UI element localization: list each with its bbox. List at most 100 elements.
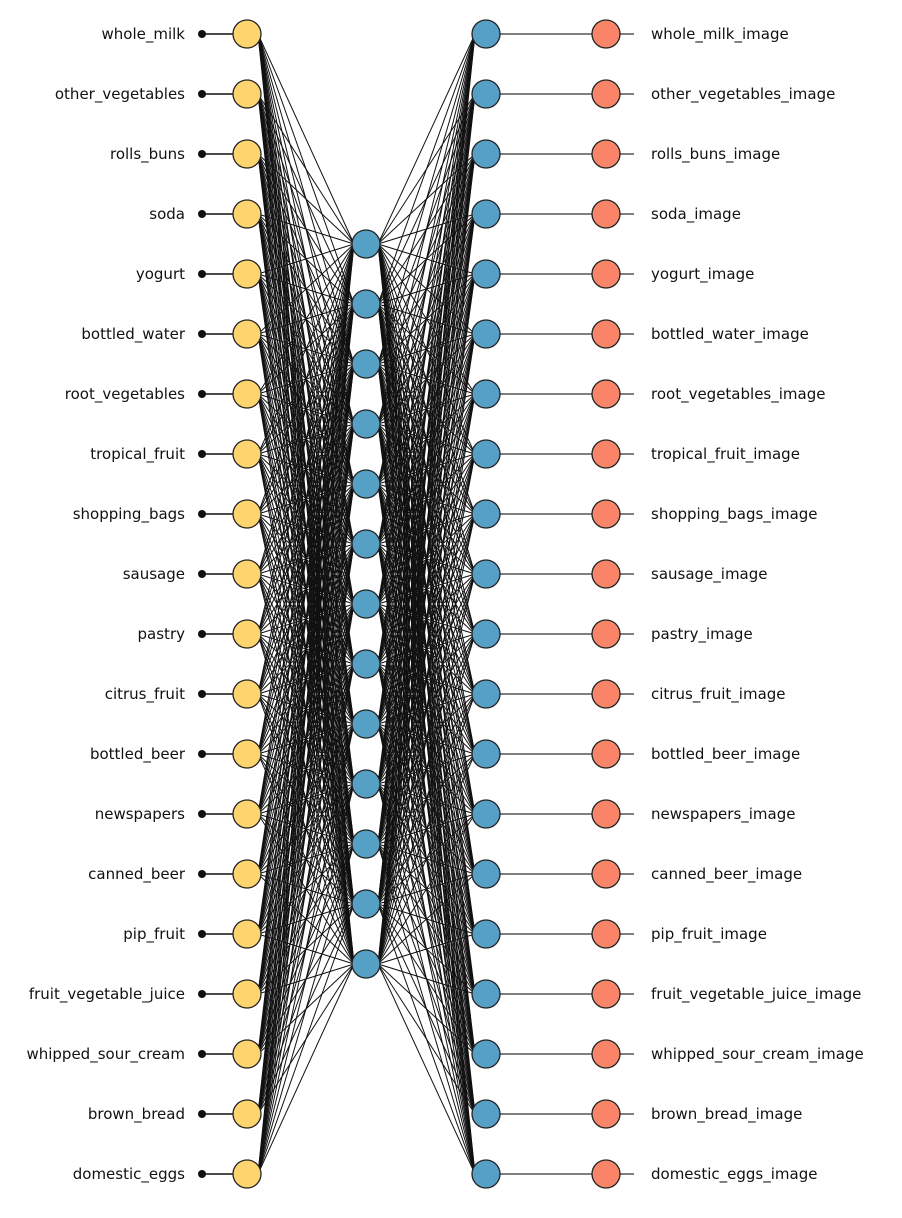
edge-input-hidden xyxy=(257,543,355,1175)
edge-hidden-output xyxy=(377,963,476,1115)
edge-input-hidden xyxy=(257,363,355,1175)
edge-hidden-output xyxy=(377,33,476,425)
input-node xyxy=(232,859,262,889)
edge-input-hidden xyxy=(257,903,355,1175)
input-node xyxy=(232,559,262,589)
edge-hidden-output xyxy=(377,33,476,965)
edge-hidden-output xyxy=(377,33,476,605)
input-node xyxy=(232,1159,262,1189)
output-label: pastry_image xyxy=(651,625,753,643)
input-label: bottled_beer xyxy=(89,745,185,763)
input-pin-dot xyxy=(198,570,206,578)
input-pin-dot xyxy=(198,750,206,758)
input-label: yogurt xyxy=(135,265,185,283)
input-label: whipped_sour_cream xyxy=(26,1045,185,1063)
hidden-node xyxy=(351,709,381,739)
output-label: yogurt_image xyxy=(651,265,755,283)
edge-hidden-output xyxy=(377,33,476,245)
hidden-node xyxy=(351,649,381,679)
edge-input-hidden xyxy=(257,243,355,515)
edge-hidden-output xyxy=(377,933,476,965)
output-node xyxy=(471,379,501,409)
output-node xyxy=(471,559,501,589)
input-pin-dot xyxy=(198,630,206,638)
output-image-node xyxy=(591,739,621,769)
edge-input-hidden xyxy=(257,303,355,1175)
output-node xyxy=(471,799,501,829)
output-links xyxy=(500,33,634,1175)
input-node xyxy=(232,259,262,289)
output-label: brown_bread_image xyxy=(651,1105,803,1123)
edge-hidden-output xyxy=(377,963,476,995)
edge-hidden-output xyxy=(377,633,476,965)
edge-input-hidden xyxy=(257,243,355,1055)
input-node xyxy=(232,619,262,649)
input-label: domestic_eggs xyxy=(72,1165,185,1183)
input-label: root_vegetables xyxy=(64,385,185,403)
output-image-node xyxy=(591,979,621,1009)
input-node xyxy=(232,499,262,529)
output-label: domestic_eggs_image xyxy=(651,1165,818,1183)
output-layer xyxy=(471,19,501,1189)
output-label: root_vegetables_image xyxy=(651,385,826,403)
output-node xyxy=(471,919,501,949)
input-pin-dot xyxy=(198,390,206,398)
output-image-node xyxy=(591,439,621,469)
input-pin-dot xyxy=(198,330,206,338)
input-label: other_vegetables xyxy=(54,85,185,103)
output-image-node xyxy=(591,199,621,229)
output-image-node xyxy=(591,319,621,349)
input-pins xyxy=(198,30,233,1178)
output-node xyxy=(471,1159,501,1189)
edge-input-hidden xyxy=(257,213,355,245)
edge-hidden-output xyxy=(377,693,476,965)
input-label: fruit_vegetable_juice xyxy=(28,985,185,1003)
edge-hidden-output xyxy=(377,393,476,965)
input-pin-dot xyxy=(198,150,206,158)
input-pin-dot xyxy=(198,870,206,878)
output-node xyxy=(471,439,501,469)
edge-hidden-output xyxy=(377,153,476,965)
edge-hidden-output xyxy=(377,963,476,1175)
input-label: canned_beer xyxy=(88,865,185,883)
input-label: sausage xyxy=(122,565,185,583)
input-label: pastry xyxy=(137,625,185,643)
input-pin-dot xyxy=(198,1170,206,1178)
edge-input-hidden xyxy=(257,33,355,245)
input-pin-dot xyxy=(198,1050,206,1058)
edge-hidden-output xyxy=(377,213,476,965)
input-labels: whole_milk other_vegetables rolls_buns soda… xyxy=(0,0,185,1218)
edge-input-hidden xyxy=(257,243,355,455)
edge-hidden-output xyxy=(377,873,476,965)
edge-input-hidden xyxy=(257,153,355,245)
output-image-node xyxy=(591,919,621,949)
output-label: fruit_vegetable_juice_image xyxy=(651,985,862,1003)
hidden-layer xyxy=(351,229,381,979)
output-image-node xyxy=(591,19,621,49)
output-image-node xyxy=(591,859,621,889)
input-label: rolls_buns xyxy=(109,145,185,163)
output-label: rolls_buns_image xyxy=(651,145,781,163)
output-image-node xyxy=(591,499,621,529)
output-labels: whole_milk_image other_vegetables_image ro… xyxy=(651,0,902,1218)
input-label: whole_milk xyxy=(101,25,185,43)
output-image-node xyxy=(591,79,621,109)
output-image-node xyxy=(591,619,621,649)
input-node xyxy=(232,739,262,769)
output-label: newspapers_image xyxy=(651,805,796,823)
edge-input-hidden xyxy=(257,243,355,755)
output-node xyxy=(471,199,501,229)
output-image-node xyxy=(591,1159,621,1189)
edge-hidden-output xyxy=(377,513,476,965)
output-label: whole_milk_image xyxy=(651,25,789,43)
output-node xyxy=(471,79,501,109)
output-label: pip_fruit_image xyxy=(651,925,767,943)
output-node xyxy=(471,499,501,529)
input-node xyxy=(232,919,262,949)
edge-input-hidden xyxy=(257,243,355,575)
edge-input-hidden xyxy=(257,963,355,1175)
input-pin-dot xyxy=(198,990,206,998)
input-pin-dot xyxy=(198,690,206,698)
hidden-node xyxy=(351,289,381,319)
edge-input-hidden xyxy=(257,93,355,245)
